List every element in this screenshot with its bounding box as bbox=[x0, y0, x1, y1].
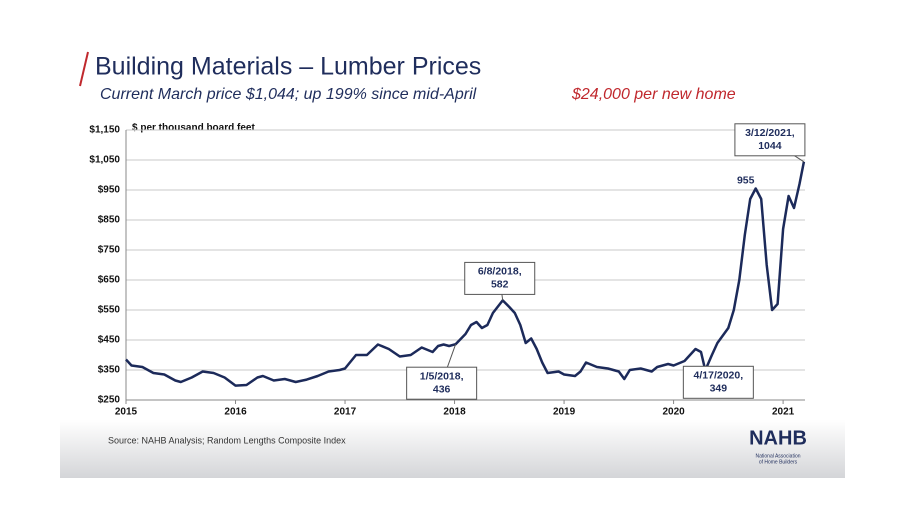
annotation-label: 955 bbox=[737, 174, 755, 186]
x-tick-label: 2016 bbox=[224, 407, 247, 418]
source: Source: NAHB Analysis; Random Lengths Co… bbox=[108, 435, 346, 445]
price-line bbox=[125, 161, 806, 387]
y-tick-label: $950 bbox=[98, 185, 121, 196]
logo: NAHB bbox=[749, 427, 807, 449]
x-tick-label: 2017 bbox=[334, 407, 357, 418]
y-axis-label: $ per thousand board feet bbox=[132, 123, 255, 134]
chart-subtitle: Current March price $1,044; up 199% sinc… bbox=[100, 86, 477, 103]
annotation-label: 4/17/2020, bbox=[694, 370, 744, 382]
x-tick-label: 2020 bbox=[662, 407, 685, 418]
note: $24,000 per new home bbox=[571, 86, 736, 103]
y-tick-label: $750 bbox=[98, 245, 121, 256]
chart-title: Building Materials – Lumber Prices bbox=[95, 53, 481, 81]
annotation-label: 349 bbox=[710, 383, 728, 395]
annotation-label: 436 bbox=[433, 383, 451, 395]
annotation-label: 1044 bbox=[758, 140, 782, 152]
annotation-box bbox=[464, 261, 536, 295]
annotation-box bbox=[406, 366, 478, 400]
annotation-label: 6/8/2018, bbox=[478, 266, 522, 278]
x-tick-label: 2018 bbox=[443, 407, 466, 418]
y-tick-label: $1,150 bbox=[89, 125, 120, 136]
footer-band bbox=[60, 420, 845, 478]
x-tick-label: 2015 bbox=[115, 407, 138, 418]
y-tick-label: $1,050 bbox=[89, 155, 120, 166]
y-tick-label: $250 bbox=[98, 395, 121, 406]
annotation-label: 582 bbox=[491, 279, 509, 291]
annotation-label: 3/12/2021, bbox=[745, 127, 795, 139]
logo-tagline: of Home Builders bbox=[759, 459, 798, 465]
y-tick-label: $350 bbox=[98, 365, 121, 376]
annotation-label: 1/5/2018, bbox=[420, 370, 464, 382]
x-tick-label: 2021 bbox=[772, 407, 795, 418]
annotation-box bbox=[734, 123, 806, 157]
annotation-box bbox=[682, 365, 754, 399]
y-tick-label: $650 bbox=[98, 275, 121, 286]
logo-tagline: National Association bbox=[755, 453, 800, 459]
y-tick-label: $450 bbox=[98, 335, 121, 346]
y-tick-label: $550 bbox=[98, 305, 121, 316]
title-slash bbox=[79, 51, 89, 87]
x-tick-label: 2019 bbox=[553, 407, 576, 418]
y-tick-label: $850 bbox=[98, 215, 121, 226]
